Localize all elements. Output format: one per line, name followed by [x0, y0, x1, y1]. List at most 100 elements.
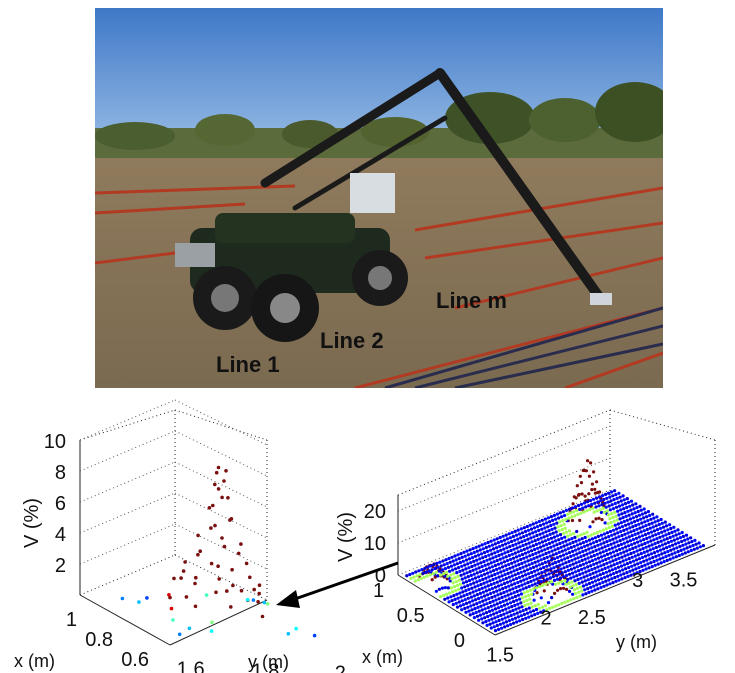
right-data-point	[567, 507, 572, 511]
right-data-point	[531, 565, 536, 570]
right-data-point	[550, 527, 554, 532]
right-data-point	[465, 571, 469, 575]
right-data-point	[580, 567, 584, 572]
right-data-point	[687, 541, 691, 545]
right-data-point	[513, 603, 517, 608]
right-data-point	[544, 573, 548, 577]
right-data-point	[506, 571, 510, 576]
right-data-point	[549, 558, 554, 562]
right-data-point	[539, 579, 543, 584]
left-data-point	[179, 576, 183, 580]
right-data-point	[484, 554, 488, 559]
right-data-point	[621, 516, 625, 520]
right-data-point	[618, 560, 622, 564]
right-data-point	[659, 561, 663, 565]
right-data-point	[505, 559, 510, 563]
right-data-point	[627, 557, 631, 561]
right-data-point	[574, 561, 578, 565]
right-data-point	[636, 553, 640, 557]
right-data-point	[518, 619, 522, 623]
right-data-point	[461, 581, 466, 585]
right-data-point	[625, 562, 630, 566]
right-data-point	[530, 583, 534, 587]
left-data-point	[183, 560, 187, 564]
right-data-point	[584, 469, 589, 473]
right-data-point	[567, 581, 571, 585]
right-data-point	[612, 541, 616, 545]
right-data-point	[653, 520, 657, 524]
right-data-point	[458, 604, 463, 608]
right-data-point	[559, 587, 563, 591]
right-data-point	[638, 548, 642, 552]
right-data-point	[502, 560, 506, 564]
right-data-point	[599, 555, 604, 559]
right-data-point	[599, 510, 604, 514]
right-data-point	[539, 545, 543, 549]
right-data-point	[599, 577, 604, 581]
right-data-point	[444, 558, 448, 562]
right-data-point	[532, 578, 536, 582]
right-data-point	[596, 565, 600, 569]
right-data-point	[479, 561, 483, 565]
right-data-point	[553, 526, 557, 530]
right-data-point	[436, 565, 440, 569]
right-data-point	[554, 552, 558, 556]
right-data-point	[619, 499, 623, 503]
right-data-point	[461, 559, 465, 563]
right-data-point	[586, 534, 590, 538]
right-data-point	[463, 585, 467, 589]
right-data-point	[487, 575, 491, 579]
right-data-point	[606, 543, 610, 548]
right-data-point	[642, 538, 646, 542]
right-data-point	[637, 513, 642, 517]
right-data-point	[660, 530, 664, 534]
right-data-point	[666, 528, 670, 532]
right-data-point	[431, 572, 435, 576]
right-data-point	[455, 592, 459, 596]
left-ztick-label: 4	[55, 524, 66, 546]
right-data-point	[590, 546, 594, 550]
left-data-point	[294, 626, 298, 631]
right-data-point	[595, 574, 599, 578]
right-data-point	[489, 539, 493, 543]
right-data-point	[565, 543, 569, 547]
right-data-point	[611, 515, 615, 520]
left-ytick-label: 2	[335, 663, 346, 673]
right-data-point	[533, 569, 537, 573]
right-data-point	[585, 530, 589, 535]
left-data-point	[216, 487, 221, 491]
right-data-point	[667, 532, 671, 536]
right-data-point	[499, 613, 503, 618]
right-data-point	[421, 571, 425, 576]
right-data-point	[540, 583, 545, 588]
right-data-point	[551, 540, 555, 544]
right-data-point	[466, 562, 470, 566]
right-data-point	[635, 506, 639, 510]
right-data-point	[634, 523, 638, 528]
right-data-point	[534, 573, 538, 577]
dark-sensor-lines	[384, 306, 663, 388]
right-data-point	[457, 557, 461, 561]
right-data-point	[495, 623, 499, 628]
left-z-gridline	[174, 492, 268, 539]
right-data-point	[416, 578, 420, 582]
right-data-point	[449, 573, 453, 577]
right-data-point	[675, 537, 680, 541]
right-data-point	[493, 629, 498, 633]
right-data-point	[500, 626, 504, 630]
right-data-point	[563, 600, 567, 604]
right-data-point	[519, 601, 523, 605]
right-data-point	[572, 544, 576, 548]
right-data-point	[563, 570, 568, 574]
right-data-point	[612, 572, 616, 576]
right-data-point	[522, 556, 526, 560]
right-data-point	[490, 552, 494, 556]
right-data-point	[607, 513, 611, 517]
right-data-point	[560, 549, 564, 553]
right-data-point	[656, 549, 660, 553]
right-data-point	[464, 589, 468, 593]
right-data-point	[463, 563, 467, 567]
right-data-point	[534, 564, 539, 568]
right-data-point	[616, 500, 620, 504]
right-z-gridline	[397, 457, 611, 544]
